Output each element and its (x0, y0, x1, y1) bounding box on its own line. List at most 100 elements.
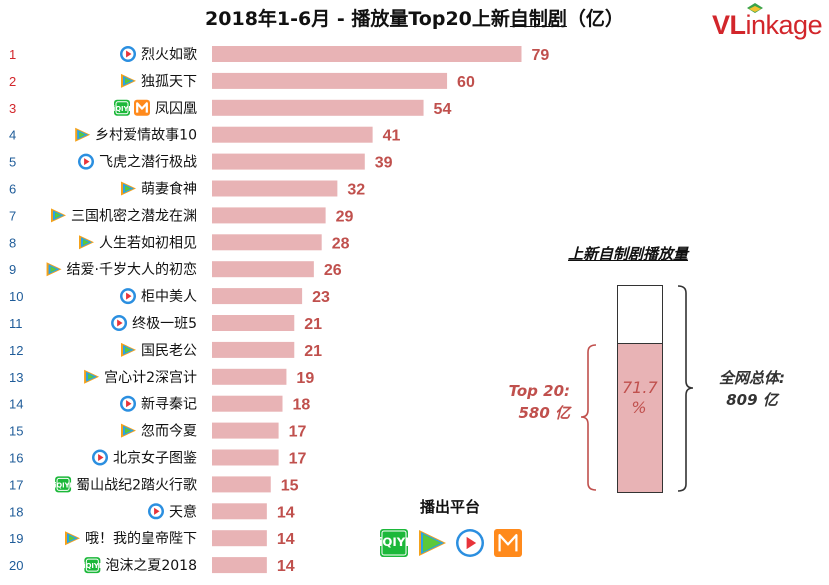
value-label: 32 (347, 182, 365, 199)
bar (212, 395, 283, 412)
value-label: 19 (296, 370, 314, 387)
tencent-icon (84, 369, 100, 384)
share-label: 71.7% (622, 378, 658, 417)
category-label: 天意 (169, 503, 197, 520)
rank-label: 10 (9, 289, 23, 304)
category-label: 结爱·千岁大人的初恋 (67, 261, 197, 278)
tencent-icon (121, 342, 136, 357)
tencent-icon (79, 235, 94, 250)
svg-text:iQIYI: iQIYI (378, 535, 409, 549)
chart-row: 10 柜中美人 23 (9, 288, 330, 306)
chart-row: 13 宫心计2深宫计 19 (9, 368, 314, 387)
chart-row: 20 泡沫之夏2018 14 iQIYI (9, 557, 295, 575)
rank-label: 17 (9, 477, 23, 492)
chart-row: 7 三国机密之潜龙在渊 29 (9, 207, 354, 225)
tencent-icon (419, 530, 446, 556)
value-label: 17 (289, 424, 307, 441)
rank-label: 14 (9, 397, 23, 412)
value-label: 79 (531, 47, 549, 64)
chart-row: 9 结爱·千岁大人的初恋 26 (9, 261, 342, 279)
chart-row: 18 天意 14 (9, 503, 295, 521)
bar (212, 315, 295, 331)
category-label: 三国机密之潜龙在渊 (71, 207, 197, 224)
svg-text:iQIYI: iQIYI (113, 105, 131, 113)
rank-label: 12 (9, 343, 23, 358)
bar (212, 72, 448, 89)
value-label: 14 (277, 531, 295, 548)
bar (212, 99, 424, 116)
tencent-icon (65, 531, 80, 546)
chart-row: 16 北京女子图鉴 17 (9, 449, 306, 468)
bar (212, 126, 373, 143)
category-label: 泡沫之夏2018 (105, 558, 197, 574)
share-bar-fill (618, 343, 662, 492)
category-label: 烈火如歌 (141, 47, 197, 63)
tencent-icon (46, 262, 62, 277)
value-label: 18 (293, 397, 311, 414)
chart-row: 11 终极一班5 21 (9, 315, 322, 333)
rank-label: 9 (9, 262, 16, 277)
chart-row: 2 独孤天下 60 (9, 72, 475, 91)
category-label: 国民老公 (141, 343, 197, 359)
iqiyi-icon: iQIYI (83, 557, 101, 574)
total-label: 全网总体: 809 亿 (719, 369, 785, 409)
youku-icon (111, 315, 128, 331)
category-label: 凤囚凰 (155, 101, 197, 117)
bar (212, 557, 267, 574)
category-label: 新寻秦记 (141, 397, 197, 413)
value-label: 23 (312, 289, 330, 306)
value-label: 29 (336, 208, 354, 225)
bar (212, 368, 287, 385)
youku-icon (148, 503, 164, 520)
value-label: 21 (304, 316, 322, 333)
bar (212, 46, 522, 62)
chart-row: 5 飞虎之潜行极战 39 (9, 153, 393, 172)
platform-legend-title: 播出平台 (420, 498, 481, 516)
value-label: 14 (277, 558, 295, 575)
chart-row: 1 烈火如歌 79 (9, 46, 549, 64)
rank-label: 18 (9, 504, 23, 519)
value-label: 60 (457, 74, 475, 91)
rank-label: 11 (9, 316, 23, 331)
category-label: 萌妻食神 (141, 181, 197, 198)
bar (212, 180, 338, 197)
value-label: 41 (383, 128, 401, 145)
category-label: 乡村爱情故事10 (95, 128, 197, 144)
rank-label: 4 (9, 128, 16, 143)
tencent-icon (121, 73, 136, 88)
bar (212, 207, 326, 224)
bar (212, 261, 314, 278)
bar (212, 288, 303, 305)
mango-icon (494, 529, 522, 557)
value-label: 54 (434, 101, 452, 118)
bar (212, 422, 279, 439)
category-label: 宫心计2深宫计 (104, 370, 197, 386)
chart-row: 8 人生若如初相见 28 (9, 234, 350, 252)
tencent-icon (121, 423, 136, 438)
rank-label: 15 (9, 424, 23, 439)
iqiyi-icon: iQIYI (378, 529, 410, 557)
category-label: 人生若如初相见 (99, 234, 197, 251)
rank-label: 20 (9, 558, 23, 573)
bar (212, 530, 267, 547)
category-label: 蜀山战纪2踏火行歌 (76, 477, 197, 493)
chart-row: 14 新寻秦记 18 (9, 395, 311, 414)
youku-icon (456, 529, 484, 557)
youku-icon (120, 288, 136, 305)
bar (212, 153, 365, 170)
category-label: 飞虎之潜行极战 (99, 155, 197, 171)
youku-icon (120, 46, 136, 62)
rank-label: 5 (9, 155, 16, 170)
rank-label: 7 (9, 208, 16, 223)
category-label: 忽而今夏 (141, 424, 197, 440)
vlinkage-logo: VLinkage (712, 3, 823, 41)
tencent-icon (121, 181, 136, 196)
chart-row: 6 萌妻食神 32 (9, 180, 365, 199)
tencent-icon (75, 127, 91, 142)
top20-label: Top 20: 580 亿 (508, 382, 570, 422)
bar (212, 341, 295, 358)
tencent-icon (51, 208, 66, 223)
value-label: 14 (277, 504, 295, 521)
